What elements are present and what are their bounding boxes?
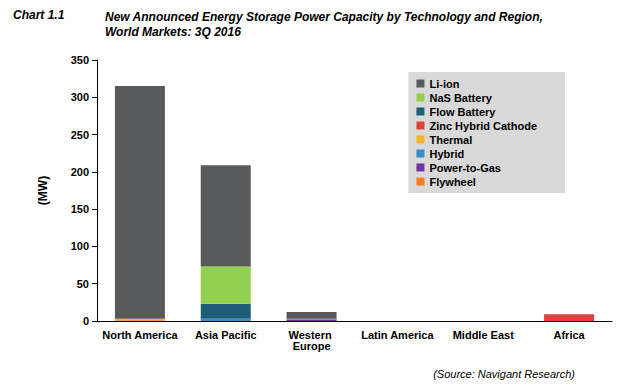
svg-text:Latin America: Latin America bbox=[361, 329, 434, 341]
svg-text:NaS Battery: NaS Battery bbox=[429, 92, 492, 104]
svg-text:Middle East: Middle East bbox=[453, 329, 514, 341]
svg-text:Flow Battery: Flow Battery bbox=[429, 106, 496, 118]
svg-text:300: 300 bbox=[71, 91, 89, 103]
svg-text:Thermal: Thermal bbox=[429, 134, 472, 146]
svg-text:Africa: Africa bbox=[553, 329, 585, 341]
svg-text:Chart 1.1: Chart 1.1 bbox=[13, 8, 65, 22]
svg-text:Flywheel: Flywheel bbox=[429, 176, 475, 188]
svg-text:50: 50 bbox=[77, 278, 89, 290]
svg-text:North America: North America bbox=[102, 329, 178, 341]
svg-text:World Markets: 3Q 2016: World Markets: 3Q 2016 bbox=[105, 25, 241, 39]
svg-text:Hybrid: Hybrid bbox=[429, 148, 464, 160]
svg-text:350: 350 bbox=[71, 54, 89, 66]
svg-text:150: 150 bbox=[71, 203, 89, 215]
svg-text:Asia Pacific: Asia Pacific bbox=[195, 329, 257, 341]
svg-text:(Source: Navigant Research): (Source: Navigant Research) bbox=[433, 368, 575, 380]
svg-text:0: 0 bbox=[83, 315, 89, 327]
svg-text:Zinc Hybrid Cathode: Zinc Hybrid Cathode bbox=[429, 120, 537, 132]
svg-text:Li-ion: Li-ion bbox=[429, 78, 459, 90]
svg-text:250: 250 bbox=[71, 129, 89, 141]
svg-text:New Announced Energy Storage P: New Announced Energy Storage Power Capac… bbox=[105, 10, 546, 24]
svg-text:(MW): (MW) bbox=[36, 176, 50, 205]
svg-text:200: 200 bbox=[71, 166, 89, 178]
svg-text:Europe: Europe bbox=[293, 340, 331, 352]
svg-text:Power-to-Gas: Power-to-Gas bbox=[429, 162, 501, 174]
svg-text:Western: Western bbox=[288, 328, 335, 341]
svg-text:100: 100 bbox=[71, 240, 89, 252]
